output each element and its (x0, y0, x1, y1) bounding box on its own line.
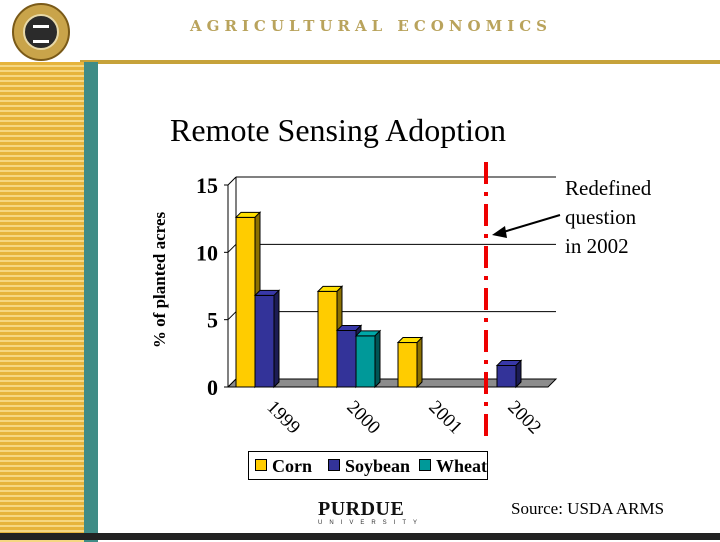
bar-corn (235, 216, 256, 388)
legend-label: Corn (272, 456, 312, 476)
slide-title: Remote Sensing Adoption (170, 112, 506, 148)
legend-label: Soybean (345, 456, 411, 476)
gridline-depth (227, 243, 237, 253)
annotation-text: Redefined question in 2002 (565, 174, 651, 261)
x-tick-label: 2001 (424, 397, 466, 439)
source-note: Source: USDA ARMS (511, 499, 665, 518)
legend-swatch-soybean (328, 459, 340, 471)
bar-soybean (336, 329, 357, 388)
purdue-logo-sub: UNIVERSITY (318, 520, 425, 526)
gridline-depth (227, 176, 237, 186)
decorative-stripe-band (0, 62, 92, 542)
header-bar (0, 0, 720, 64)
university-seal-icon (12, 3, 70, 61)
y-tick-label: 0 (207, 375, 218, 400)
bar-corn (397, 342, 418, 388)
purdue-logo: PURDUE (318, 498, 405, 520)
legend-item-corn: Corn (255, 456, 312, 477)
bar-corn (317, 290, 338, 388)
legend-swatch-wheat (419, 459, 431, 471)
header-title: AGRICULTURAL ECONOMICS (190, 17, 552, 35)
bar-side-soybean (273, 289, 280, 389)
annotation-arrowhead (492, 226, 507, 238)
legend-item-wheat: Wheat (419, 456, 487, 477)
annotation-arrow (499, 214, 561, 234)
annotation-line: question (565, 205, 637, 229)
y-tick-label: 5 (207, 308, 218, 333)
y-tick-label: 10 (196, 240, 218, 265)
bar-wheat (355, 335, 376, 388)
bar-side-wheat (374, 329, 381, 389)
header-rule (80, 60, 720, 64)
legend-label: Wheat (436, 456, 487, 476)
decorative-teal-edge (84, 62, 98, 542)
bar-side-soybean (515, 359, 522, 389)
bottom-rule (0, 533, 720, 540)
bar-soybean (496, 364, 517, 388)
chart-floor (226, 378, 558, 388)
annotation-line: in 2002 (565, 234, 629, 258)
chart-legend: Corn Soybean Wheat (248, 451, 488, 480)
y-tick-label: 15 (196, 173, 218, 198)
legend-item-soybean: Soybean (328, 456, 410, 477)
x-tick-label: 1999 (262, 397, 304, 439)
x-tick-label: 2000 (342, 397, 384, 439)
legend-swatch-corn (255, 459, 267, 471)
annotation-line: Redefined (565, 176, 652, 200)
bar-soybean (254, 294, 275, 388)
bar-side-corn (416, 336, 423, 389)
gridline-depth (227, 311, 237, 321)
x-tick-label: 2002 (503, 397, 545, 439)
